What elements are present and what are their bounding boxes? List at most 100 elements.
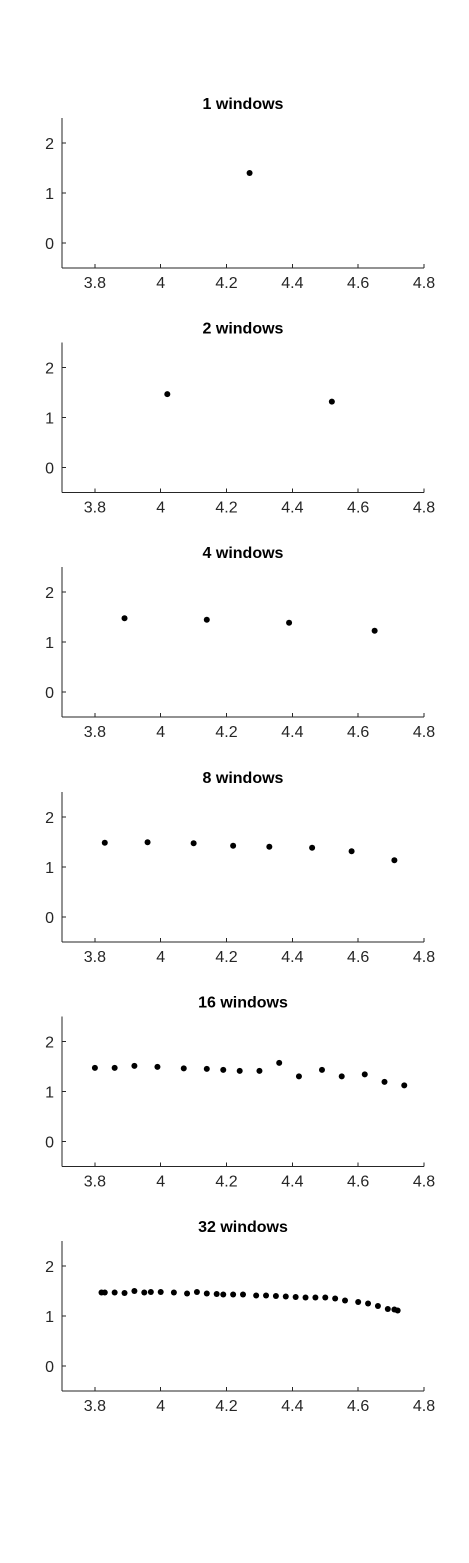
x-tick-label: 3.8 xyxy=(84,1398,106,1415)
x-tick-label: 4.8 xyxy=(413,275,435,292)
subplot-title: 32 windows xyxy=(198,1219,288,1236)
y-tick-label: 2 xyxy=(45,136,54,153)
subplot-1: 1 windows 3.8 4 4.2 4.4 4.6 4.8 0 1 2 xyxy=(45,96,435,292)
x-tick-label: 4.4 xyxy=(281,275,303,292)
data-point xyxy=(230,1291,237,1298)
subplot-title: 8 windows xyxy=(203,770,284,787)
x-tick-label: 4.4 xyxy=(281,949,303,966)
y-tick-label: 1 xyxy=(45,186,54,203)
data-point xyxy=(361,1071,368,1078)
data-point xyxy=(322,1294,329,1301)
y-tick-label: 1 xyxy=(45,1084,54,1101)
data-point xyxy=(394,1307,401,1314)
x-tick-label: 4 xyxy=(156,1398,165,1415)
x-tick-label: 4.6 xyxy=(347,275,369,292)
x-tick-label: 3.8 xyxy=(84,275,106,292)
subplot-title: 2 windows xyxy=(203,321,284,338)
data-point xyxy=(141,1289,148,1296)
y-tick-label: 1 xyxy=(45,1309,54,1326)
data-point xyxy=(276,1059,283,1066)
data-point xyxy=(121,1290,128,1296)
x-tick-label: 4.2 xyxy=(215,1398,237,1415)
y-tick-label: 0 xyxy=(45,461,54,478)
y-tick-label: 1 xyxy=(45,411,54,428)
data-point xyxy=(170,1289,177,1296)
data-point xyxy=(220,1291,227,1298)
subplot-5: 16 windows 3.8 4 4.2 4.4 4.6 4.8 0 1 2 xyxy=(45,994,435,1190)
data-point xyxy=(348,848,355,855)
data-point xyxy=(332,1295,339,1302)
data-point xyxy=(286,619,293,626)
x-tick-label: 4.2 xyxy=(215,1173,237,1190)
data-point xyxy=(253,1292,260,1299)
y-tick-label: 1 xyxy=(45,635,54,652)
x-tick-label: 4.2 xyxy=(215,500,237,517)
subplot-4: 8 windows 3.8 4 4.2 4.4 4.6 4.8 0 1 2 xyxy=(45,770,435,966)
data-point xyxy=(318,1066,325,1073)
x-tick-label: 4.4 xyxy=(281,1173,303,1190)
x-tick-label: 4.2 xyxy=(215,949,237,966)
data-point xyxy=(203,1290,210,1297)
data-point xyxy=(203,1065,210,1072)
data-point xyxy=(121,615,128,622)
data-point xyxy=(147,1289,154,1295)
data-point xyxy=(355,1299,362,1305)
x-tick-label: 4.8 xyxy=(413,1173,435,1190)
x-tick-label: 3.8 xyxy=(84,1173,106,1190)
x-tick-label: 4 xyxy=(156,500,165,517)
data-point xyxy=(256,1067,263,1074)
data-point xyxy=(384,1306,391,1312)
data-point xyxy=(391,857,398,864)
data-point xyxy=(282,1293,289,1300)
data-point xyxy=(230,842,237,849)
x-tick-label: 3.8 xyxy=(84,949,106,966)
data-point xyxy=(338,1073,345,1080)
y-tick-label: 2 xyxy=(45,361,54,378)
x-tick-label: 4.6 xyxy=(347,724,369,741)
data-point xyxy=(101,839,108,846)
y-tick-label: 2 xyxy=(45,585,54,602)
data-point xyxy=(180,1065,187,1072)
data-point xyxy=(144,839,151,846)
data-point xyxy=(213,1291,220,1297)
x-tick-label: 4 xyxy=(156,724,165,741)
data-point xyxy=(111,1289,118,1296)
data-point xyxy=(309,844,316,851)
data-point xyxy=(272,1293,279,1299)
data-point xyxy=(312,1294,319,1301)
y-tick-label: 0 xyxy=(45,685,54,702)
x-tick-label: 4 xyxy=(156,275,165,292)
x-tick-label: 4 xyxy=(156,949,165,966)
y-tick-label: 2 xyxy=(45,1034,54,1051)
x-tick-label: 4.6 xyxy=(347,500,369,517)
data-point xyxy=(263,1292,270,1299)
x-tick-label: 4.8 xyxy=(413,949,435,966)
data-point xyxy=(328,398,335,405)
x-tick-label: 3.8 xyxy=(84,500,106,517)
y-tick-label: 0 xyxy=(45,910,54,927)
data-point xyxy=(381,1078,388,1085)
data-point xyxy=(295,1073,302,1080)
x-tick-label: 4.2 xyxy=(215,724,237,741)
x-tick-label: 4.4 xyxy=(281,724,303,741)
subplot-3: 4 windows 3.8 4 4.2 4.4 4.6 4.8 0 1 2 xyxy=(45,545,435,741)
data-point xyxy=(246,170,253,176)
y-tick-label: 1 xyxy=(45,860,54,877)
data-point xyxy=(401,1082,408,1089)
data-point xyxy=(164,391,171,398)
data-point xyxy=(236,1067,243,1074)
data-point xyxy=(154,1063,161,1070)
data-point xyxy=(131,1062,138,1069)
subplot-title: 1 windows xyxy=(203,96,284,113)
data-point xyxy=(365,1300,372,1307)
data-point xyxy=(131,1288,138,1294)
data-point xyxy=(220,1066,227,1073)
x-tick-label: 4.8 xyxy=(413,500,435,517)
x-tick-label: 4 xyxy=(156,1173,165,1190)
x-tick-label: 4.4 xyxy=(281,1398,303,1415)
subplot-title: 4 windows xyxy=(203,545,284,562)
y-tick-label: 2 xyxy=(45,1259,54,1276)
data-point xyxy=(266,843,273,850)
x-tick-label: 4.6 xyxy=(347,949,369,966)
